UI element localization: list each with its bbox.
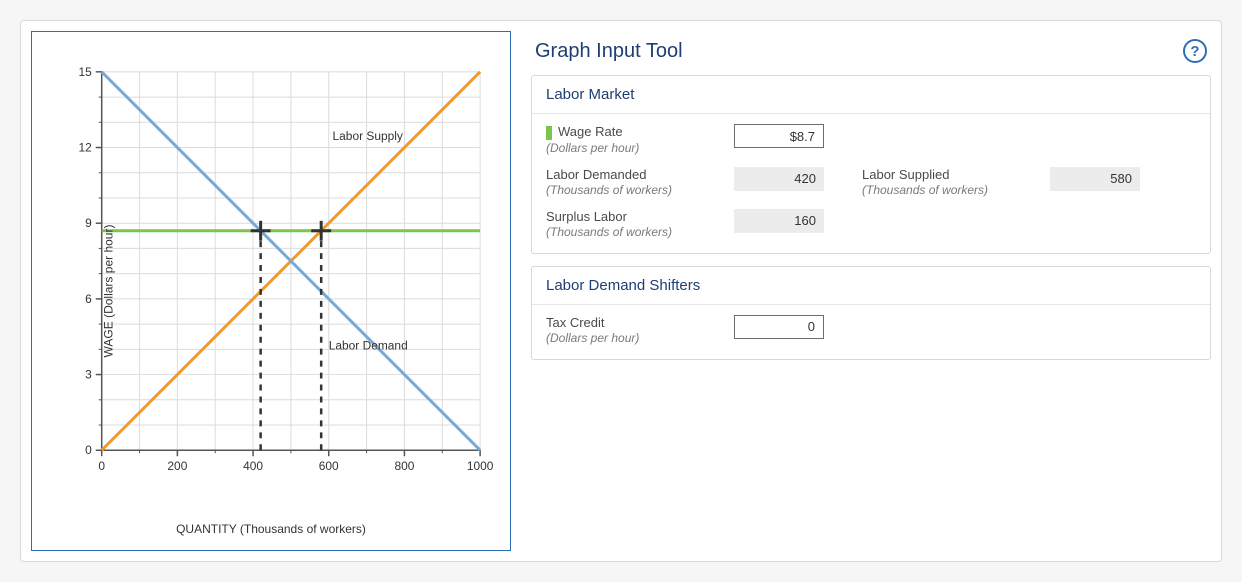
svg-text:12: 12 <box>78 141 92 155</box>
shifters-grid: Tax Credit (Dollars per hour) <box>546 315 1196 345</box>
tax-credit-input[interactable] <box>734 315 824 339</box>
svg-text:0: 0 <box>85 443 92 457</box>
labor-supplied-value-cell <box>1050 167 1160 191</box>
x-axis-title: QUANTITY (Thousands of workers) <box>32 522 510 536</box>
labor-supplied-label: Labor Supplied (Thousands of workers) <box>862 167 1032 197</box>
help-icon[interactable]: ? <box>1183 39 1207 63</box>
labor-market-body: Wage Rate (Dollars per hour) Labor Deman… <box>532 114 1210 253</box>
surplus-labor-value <box>734 209 824 233</box>
labor-supplied-sub: (Thousands of workers) <box>862 183 988 197</box>
labor-market-title: Labor Market <box>532 76 1210 114</box>
wage-rate-sub: (Dollars per hour) <box>546 141 639 155</box>
svg-text:800: 800 <box>394 459 414 473</box>
y-axis-title: WAGE (Dollars per hour) <box>101 225 115 358</box>
svg-text:400: 400 <box>243 459 263 473</box>
labor-market-section: Labor Market Wage Rate (Dollars per hour… <box>531 75 1211 254</box>
labor-supplied-value <box>1050 167 1140 191</box>
chart-panel: 0 200 400 600 800 1000 0 3 6 9 12 15 Labor Supply Lab… <box>31 31 511 551</box>
tax-credit-label: Tax Credit (Dollars per hour) <box>546 315 716 345</box>
svg-text:6: 6 <box>85 292 92 306</box>
surplus-labor-sub: (Thousands of workers) <box>546 225 672 239</box>
input-tool: Graph Input Tool ? Labor Market Wage Rat… <box>531 31 1211 551</box>
wage-rate-value-cell <box>734 124 844 148</box>
surplus-labor-value-cell <box>734 209 844 233</box>
tool-card: 0 200 400 600 800 1000 0 3 6 9 12 15 Labor Supply Lab… <box>20 20 1222 562</box>
tax-credit-sub: (Dollars per hour) <box>546 331 639 345</box>
svg-text:15: 15 <box>78 65 92 79</box>
svg-text:600: 600 <box>319 459 339 473</box>
wage-rate-input[interactable] <box>734 124 824 148</box>
labor-demanded-value <box>734 167 824 191</box>
labor-demanded-label-text: Labor Demanded <box>546 167 646 182</box>
labor-demanded-label: Labor Demanded (Thousands of workers) <box>546 167 716 197</box>
green-chip-icon <box>546 126 552 140</box>
labor-demand-shifters-section: Labor Demand Shifters Tax Credit (Dollar… <box>531 266 1211 360</box>
tax-credit-label-text: Tax Credit <box>546 315 605 330</box>
tool-title: Graph Input Tool <box>535 40 683 63</box>
surplus-labor-label-text: Surplus Labor <box>546 209 627 224</box>
labor-demanded-sub: (Thousands of workers) <box>546 183 672 197</box>
tax-credit-value-cell <box>734 315 844 339</box>
labor-supplied-label-text: Labor Supplied <box>862 167 949 182</box>
svg-text:3: 3 <box>85 368 92 382</box>
wage-rate-label: Wage Rate (Dollars per hour) <box>546 124 716 155</box>
svg-text:0: 0 <box>98 459 105 473</box>
svg-text:Labor Demand: Labor Demand <box>329 338 408 352</box>
svg-text:9: 9 <box>85 216 92 230</box>
labor-demand-shifters-body: Tax Credit (Dollars per hour) <box>532 305 1210 359</box>
wage-rate-label-text: Wage Rate <box>558 124 623 139</box>
labor-market-grid: Wage Rate (Dollars per hour) Labor Deman… <box>546 124 1196 239</box>
surplus-labor-label: Surplus Labor (Thousands of workers) <box>546 209 716 239</box>
labor-demand-shifters-title: Labor Demand Shifters <box>532 267 1210 305</box>
svg-text:200: 200 <box>167 459 187 473</box>
tool-header: Graph Input Tool ? <box>531 31 1211 75</box>
svg-text:1000: 1000 <box>467 459 494 473</box>
labor-demanded-value-cell <box>734 167 844 191</box>
svg-text:Labor Supply: Labor Supply <box>333 129 403 143</box>
